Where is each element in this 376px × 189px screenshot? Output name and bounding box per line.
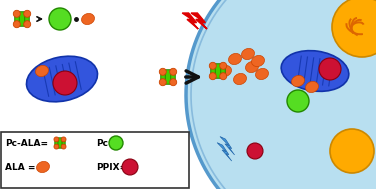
Circle shape xyxy=(122,159,138,175)
Circle shape xyxy=(220,73,227,80)
Polygon shape xyxy=(191,13,207,29)
Circle shape xyxy=(24,10,31,17)
Circle shape xyxy=(13,21,20,28)
Ellipse shape xyxy=(252,55,264,67)
Circle shape xyxy=(209,62,216,69)
Circle shape xyxy=(53,71,77,95)
FancyBboxPatch shape xyxy=(215,64,221,78)
Polygon shape xyxy=(217,143,232,161)
Circle shape xyxy=(13,10,20,17)
FancyBboxPatch shape xyxy=(211,68,225,74)
Circle shape xyxy=(61,137,66,142)
Ellipse shape xyxy=(246,61,258,73)
Text: Pc=: Pc= xyxy=(96,139,116,147)
Ellipse shape xyxy=(82,13,94,25)
Bar xyxy=(1,132,189,188)
FancyBboxPatch shape xyxy=(55,141,65,145)
Circle shape xyxy=(247,143,263,159)
Text: ALA =: ALA = xyxy=(5,163,35,171)
Circle shape xyxy=(54,137,59,142)
Circle shape xyxy=(330,129,374,173)
Text: Pc-ALA=: Pc-ALA= xyxy=(5,139,48,147)
Circle shape xyxy=(220,62,227,69)
Circle shape xyxy=(61,144,66,149)
Circle shape xyxy=(109,136,123,150)
Ellipse shape xyxy=(306,81,318,93)
Circle shape xyxy=(332,0,376,57)
FancyBboxPatch shape xyxy=(161,74,175,80)
FancyBboxPatch shape xyxy=(15,16,29,22)
Circle shape xyxy=(170,68,177,75)
Circle shape xyxy=(49,8,71,30)
Text: PPIX=: PPIX= xyxy=(96,163,127,171)
Ellipse shape xyxy=(26,56,97,102)
Circle shape xyxy=(24,21,31,28)
Ellipse shape xyxy=(291,75,305,87)
Circle shape xyxy=(209,73,216,80)
Circle shape xyxy=(54,144,59,149)
Circle shape xyxy=(170,79,177,86)
Ellipse shape xyxy=(256,68,268,80)
Polygon shape xyxy=(186,0,376,189)
Polygon shape xyxy=(220,136,235,155)
Circle shape xyxy=(319,58,341,80)
Ellipse shape xyxy=(36,161,50,173)
Polygon shape xyxy=(182,13,198,29)
Ellipse shape xyxy=(35,65,49,77)
Ellipse shape xyxy=(233,74,247,84)
Ellipse shape xyxy=(281,51,349,91)
FancyBboxPatch shape xyxy=(19,12,25,26)
Circle shape xyxy=(159,79,166,86)
Circle shape xyxy=(159,68,166,75)
Ellipse shape xyxy=(241,48,255,60)
FancyBboxPatch shape xyxy=(58,138,62,148)
FancyBboxPatch shape xyxy=(165,70,171,84)
Circle shape xyxy=(287,90,309,112)
Ellipse shape xyxy=(218,65,232,77)
Ellipse shape xyxy=(229,53,241,65)
